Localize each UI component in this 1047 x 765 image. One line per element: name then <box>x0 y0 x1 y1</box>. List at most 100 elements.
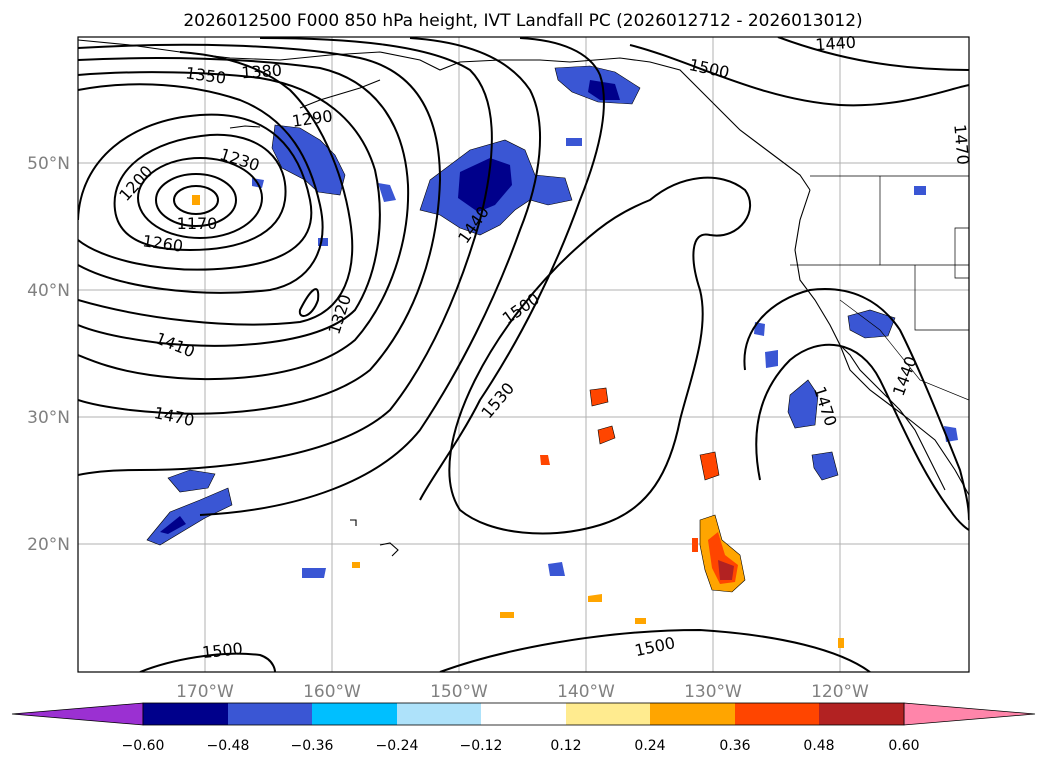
ivt-region-southwest-2 <box>167 469 216 493</box>
ivt-region-baja <box>787 379 819 429</box>
contour-1440-northeast <box>777 37 969 71</box>
colorbar-extend-high <box>903 702 1036 726</box>
coast-hawaii <box>379 542 399 557</box>
height-contours <box>78 37 969 672</box>
colorbar-segment <box>819 703 904 725</box>
colorbar-segment <box>312 703 397 725</box>
map-background <box>78 37 969 672</box>
colorbar-tick-label: 0.24 <box>634 738 665 754</box>
ivt-region-subtropical-plume-max <box>718 560 734 580</box>
colorbar-tick-label: −0.12 <box>460 738 503 754</box>
border-state-5 <box>954 227 969 279</box>
ivt-region-mexico-coast <box>811 451 839 481</box>
ivt-region-small-pos-1 <box>589 387 609 407</box>
lat-label-30n: 30°N <box>27 408 70 428</box>
contour-1200 <box>137 157 263 239</box>
colorbar-extend-low <box>11 702 144 726</box>
colorbar-segment <box>650 703 735 725</box>
ivt-region-small-5 <box>378 183 396 202</box>
contour-small-closed <box>298 288 320 317</box>
ivt-region-small-pos-6 <box>838 638 844 648</box>
map-title: 2026012500 F000 850 hPa height, IVT Land… <box>183 11 862 31</box>
ivt-negative-regions <box>146 65 958 602</box>
colorbar-tick-label: −0.36 <box>291 738 334 754</box>
colorbar-tick-label: 0.12 <box>550 738 581 754</box>
ivt-region-small-11 <box>588 594 602 602</box>
coast-gulf-california <box>839 344 946 491</box>
contour-label: 1170 <box>177 214 218 233</box>
ivt-region-plume-north <box>699 451 720 481</box>
ivt-region-small-3 <box>302 568 326 578</box>
contour-1470-northeast <box>629 44 969 107</box>
political-borders <box>790 175 969 401</box>
contour-1320 <box>78 51 354 326</box>
ivt-core-southwest <box>160 516 186 534</box>
contour-1170-inner <box>173 185 219 215</box>
colorbar-tick-label: −0.60 <box>122 738 165 754</box>
lon-label-130w: 130°W <box>684 682 742 702</box>
contour-1470 <box>199 37 542 516</box>
contour-label: 1380 <box>241 61 283 83</box>
coastlines <box>78 39 969 557</box>
ivt-region-small-2 <box>754 322 765 336</box>
coast-alaska-canada <box>78 39 811 191</box>
lon-label-140w: 140°W <box>557 682 615 702</box>
contour-1290 <box>78 83 324 294</box>
contour-1440 <box>78 37 493 476</box>
ivt-region-small-4 <box>548 562 565 576</box>
contour-label: 1470 <box>950 123 972 165</box>
contour-1470-east <box>743 288 969 521</box>
coast-hawaii-2 <box>350 519 357 526</box>
contour-1260 <box>78 113 313 271</box>
contour-label: 1440 <box>815 33 857 55</box>
lat-label-50n: 50°N <box>27 154 70 174</box>
ivt-region-low-center <box>192 195 200 205</box>
colorbar: −0.60 −0.48 −0.36 −0.24 −0.12 0.12 0.24 … <box>11 702 1036 754</box>
latitude-labels: 50°N 40°N 30°N 20°N <box>27 154 70 555</box>
ivt-region-northwest <box>271 124 346 196</box>
colorbar-segment <box>566 703 650 725</box>
ivt-positive-regions <box>192 195 844 648</box>
contour-1350 <box>78 71 381 347</box>
longitude-labels: 170°W 160°W 150°W 140°W 130°W 120°W <box>176 682 869 702</box>
lon-label-170w: 170°W <box>176 682 234 702</box>
ivt-core-north-pacific <box>458 158 512 212</box>
colorbar-tick-label: 0.60 <box>888 738 919 754</box>
contour-1530 <box>448 176 751 535</box>
coast-aleutian-2 <box>299 79 381 109</box>
lat-label-20n: 20°N <box>27 535 70 555</box>
lon-label-160w: 160°W <box>303 682 361 702</box>
contour-label: 1500 <box>201 639 243 662</box>
contour-1500-south-left <box>139 652 276 672</box>
colorbar-outline <box>142 702 905 726</box>
contour-1500-south-right <box>439 628 871 672</box>
coast-aleutian-1 <box>229 125 261 129</box>
colorbar-tick-label: −0.24 <box>376 738 419 754</box>
map-frame <box>77 36 970 673</box>
ivt-region-small-pos-5 <box>500 612 514 618</box>
ivt-region-small-pos-8 <box>352 562 360 568</box>
contour-1500 <box>419 37 605 501</box>
lon-label-120w: 120°W <box>811 682 869 702</box>
coast-us-mexico <box>794 189 969 496</box>
colorbar-tick-label: −0.48 <box>207 738 250 754</box>
contour-1170 <box>155 173 237 227</box>
ivt-region-small-9 <box>914 186 926 195</box>
colorbar-segment <box>735 703 819 725</box>
ivt-region-small-pos-3 <box>540 455 550 465</box>
colorbar-segment <box>481 703 566 725</box>
ivt-region-small-pos-7 <box>635 618 646 624</box>
ivt-region-small-7 <box>318 238 328 246</box>
border-state-3 <box>914 265 969 331</box>
border-state-4 <box>839 299 969 401</box>
map-panel: 1170 1200 1230 1260 1290 1320 1350 1380 … <box>77 33 973 673</box>
colorbar-segment <box>397 703 481 725</box>
lat-label-40n: 40°N <box>27 281 70 301</box>
colorbar-segment <box>228 703 312 725</box>
contour-1440-east <box>755 343 969 531</box>
contour-1230 <box>113 133 287 252</box>
contour-1410 <box>78 43 442 415</box>
lon-label-150w: 150°W <box>430 682 488 702</box>
contour-1380 <box>78 57 410 381</box>
